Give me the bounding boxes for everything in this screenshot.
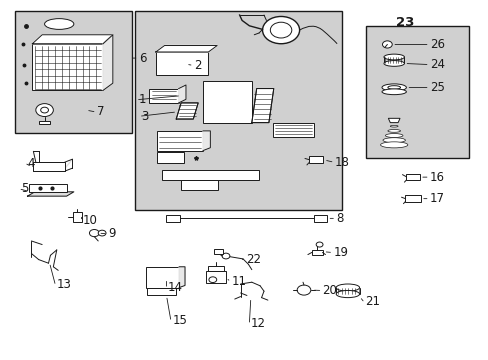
Bar xyxy=(149,89,178,103)
Ellipse shape xyxy=(44,19,74,30)
Ellipse shape xyxy=(382,138,405,143)
Circle shape xyxy=(41,107,48,113)
Text: 21: 21 xyxy=(365,296,380,309)
Text: 22: 22 xyxy=(245,253,261,266)
Text: 12: 12 xyxy=(250,317,265,330)
Bar xyxy=(206,271,225,283)
Polygon shape xyxy=(65,159,72,168)
Bar xyxy=(272,123,314,137)
Bar xyxy=(208,266,224,271)
Bar xyxy=(135,12,341,211)
Text: 6: 6 xyxy=(139,51,146,64)
Ellipse shape xyxy=(385,134,402,138)
Bar xyxy=(157,131,203,150)
Ellipse shape xyxy=(389,125,397,127)
Circle shape xyxy=(222,253,229,259)
Text: 17: 17 xyxy=(429,192,444,205)
Polygon shape xyxy=(251,89,273,123)
Text: 10: 10 xyxy=(82,214,97,227)
Text: 7: 7 xyxy=(97,105,104,118)
Bar xyxy=(214,249,223,253)
Circle shape xyxy=(262,17,299,44)
Polygon shape xyxy=(156,45,217,52)
Bar xyxy=(39,121,50,125)
Ellipse shape xyxy=(381,89,406,95)
Circle shape xyxy=(297,285,310,295)
Circle shape xyxy=(89,229,99,237)
Text: 19: 19 xyxy=(332,246,347,259)
Bar xyxy=(406,174,419,180)
Bar xyxy=(313,215,327,222)
Polygon shape xyxy=(203,131,210,150)
Ellipse shape xyxy=(380,142,407,148)
Ellipse shape xyxy=(335,291,359,298)
Text: 15: 15 xyxy=(172,314,187,327)
Text: 11: 11 xyxy=(231,275,246,288)
Polygon shape xyxy=(27,192,74,196)
Bar xyxy=(32,44,103,90)
Bar xyxy=(181,180,217,190)
Polygon shape xyxy=(178,85,185,103)
Circle shape xyxy=(316,242,323,247)
Bar xyxy=(161,170,259,180)
Bar xyxy=(366,26,468,158)
Polygon shape xyxy=(387,118,399,123)
Ellipse shape xyxy=(387,86,400,89)
Ellipse shape xyxy=(381,84,406,91)
Bar xyxy=(15,12,132,134)
Circle shape xyxy=(36,104,53,117)
Text: 20: 20 xyxy=(322,284,337,297)
Circle shape xyxy=(98,230,106,236)
Text: 18: 18 xyxy=(334,156,349,168)
Ellipse shape xyxy=(387,130,400,132)
Bar xyxy=(33,162,65,171)
Bar xyxy=(156,52,208,75)
Circle shape xyxy=(270,22,291,38)
Circle shape xyxy=(382,41,391,48)
Text: 23: 23 xyxy=(395,17,413,30)
Ellipse shape xyxy=(383,60,404,66)
Circle shape xyxy=(208,277,216,283)
Bar xyxy=(308,156,323,163)
Text: 5: 5 xyxy=(21,183,28,195)
Text: 26: 26 xyxy=(429,38,444,51)
Ellipse shape xyxy=(383,54,404,60)
Bar xyxy=(29,184,67,192)
Text: 1: 1 xyxy=(139,93,146,106)
Text: 4: 4 xyxy=(27,157,35,170)
Text: 25: 25 xyxy=(429,81,444,94)
Text: 13: 13 xyxy=(57,278,72,291)
Bar xyxy=(203,81,251,123)
Text: 9: 9 xyxy=(108,227,115,240)
Text: 14: 14 xyxy=(167,281,183,294)
Polygon shape xyxy=(32,35,113,44)
Bar xyxy=(73,212,81,222)
Text: 24: 24 xyxy=(429,58,444,71)
Bar xyxy=(311,250,322,255)
Polygon shape xyxy=(103,35,113,90)
Polygon shape xyxy=(179,267,184,288)
Bar xyxy=(405,195,420,202)
Bar xyxy=(166,215,180,222)
Text: 2: 2 xyxy=(193,59,201,72)
Ellipse shape xyxy=(335,284,359,291)
Bar xyxy=(147,288,176,296)
Bar xyxy=(157,152,183,163)
Polygon shape xyxy=(176,103,198,119)
Text: 3: 3 xyxy=(142,110,149,123)
Text: 8: 8 xyxy=(335,212,343,225)
Text: 16: 16 xyxy=(429,171,444,184)
Polygon shape xyxy=(33,162,65,171)
Bar xyxy=(146,267,179,288)
